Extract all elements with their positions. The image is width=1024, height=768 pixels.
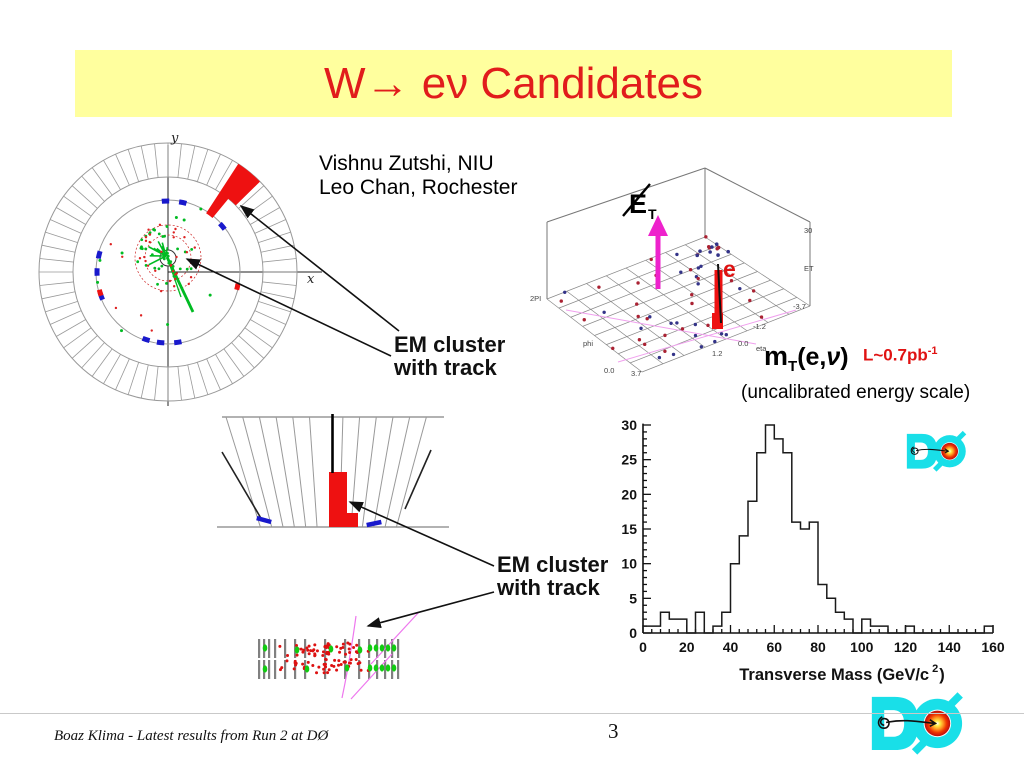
svg-text:5: 5 bbox=[629, 590, 637, 606]
svg-text:3.7: 3.7 bbox=[631, 369, 641, 378]
dzero-logo-histogram bbox=[907, 433, 966, 470]
svg-text:80: 80 bbox=[810, 639, 826, 655]
svg-text:1.2: 1.2 bbox=[712, 349, 722, 358]
svg-text:0.0: 0.0 bbox=[738, 339, 748, 348]
energy-scale-note: (uncalibrated energy scale) bbox=[741, 382, 971, 403]
histogram: 0 5 10 15 20 25 30 0 20 40 60 80 100 120 140 160 Transve… bbox=[621, 417, 1004, 684]
svg-text:25: 25 bbox=[621, 452, 637, 468]
met-label-sub: T bbox=[648, 206, 657, 222]
mt-label: mT(e,ν) bbox=[764, 341, 849, 375]
title-banner: W→ eν Candidates bbox=[75, 50, 952, 117]
svg-text:ET: ET bbox=[804, 264, 814, 273]
svg-text:0.0: 0.0 bbox=[604, 366, 614, 375]
arrow-em-center bbox=[185, 258, 392, 357]
electron-label: e bbox=[723, 256, 736, 282]
arrow-em-wedge bbox=[239, 205, 400, 332]
svg-text:10: 10 bbox=[621, 556, 637, 572]
svg-text:60: 60 bbox=[766, 639, 782, 655]
svg-text:30: 30 bbox=[804, 226, 812, 235]
slide-title: W→ eν Candidates bbox=[323, 58, 704, 108]
luminosity-label: L~0.7pb-1 bbox=[863, 345, 938, 365]
svg-text:eta: eta bbox=[756, 344, 767, 353]
met-slash bbox=[622, 183, 651, 217]
svg-text:2PI: 2PI bbox=[530, 294, 541, 303]
svg-text:20: 20 bbox=[679, 639, 695, 655]
svg-text:20: 20 bbox=[621, 486, 637, 502]
dzero-logo-footer bbox=[872, 695, 962, 752]
attribution-line-1: Vishnu Zutshi, NIU bbox=[319, 152, 494, 175]
svg-text:140: 140 bbox=[938, 639, 962, 655]
svg-text:0: 0 bbox=[639, 639, 647, 655]
svg-text:-1.2: -1.2 bbox=[753, 322, 766, 331]
arrow-em-track bbox=[366, 591, 495, 629]
footer-divider bbox=[0, 713, 1024, 714]
page-number: 3 bbox=[608, 719, 619, 743]
em-cluster-label-bottom: EM cluster with track bbox=[497, 552, 609, 600]
svg-text:0: 0 bbox=[629, 625, 637, 641]
svg-text:-3.7: -3.7 bbox=[793, 302, 806, 311]
svg-text:160: 160 bbox=[981, 639, 1005, 655]
zoom-inset bbox=[217, 414, 449, 528]
lego-plot: 2PI phi 0.0 3.7 1.2 0.0 eta -1.2 -3.7 ET 30 bbox=[530, 167, 814, 378]
svg-text:30: 30 bbox=[621, 417, 637, 433]
y-axis-label: y bbox=[170, 131, 179, 146]
svg-text:40: 40 bbox=[723, 639, 739, 655]
annotation-arrows bbox=[185, 205, 495, 629]
svg-text:phi: phi bbox=[583, 339, 593, 348]
svg-text:15: 15 bbox=[621, 521, 637, 537]
svg-text:120: 120 bbox=[894, 639, 918, 655]
svg-text:Transverse Mass (GeV/c2): Transverse Mass (GeV/c 2) bbox=[739, 663, 945, 684]
event-display bbox=[38, 142, 322, 406]
attribution-line-2: Leo Chan, Rochester bbox=[319, 176, 518, 199]
x-axis-label: x bbox=[307, 272, 315, 287]
footer-text: Boaz Klima - Latest results from Run 2 a… bbox=[54, 728, 329, 744]
em-cluster-label-top: EM cluster with track bbox=[394, 332, 506, 380]
attribution: Vishnu Zutshi, NIU Leo Chan, Rochester bbox=[319, 152, 517, 200]
svg-text:100: 100 bbox=[850, 639, 874, 655]
arrow-em-zoom bbox=[348, 501, 495, 567]
met-label: E bbox=[629, 189, 647, 219]
track-side-view bbox=[258, 611, 420, 700]
